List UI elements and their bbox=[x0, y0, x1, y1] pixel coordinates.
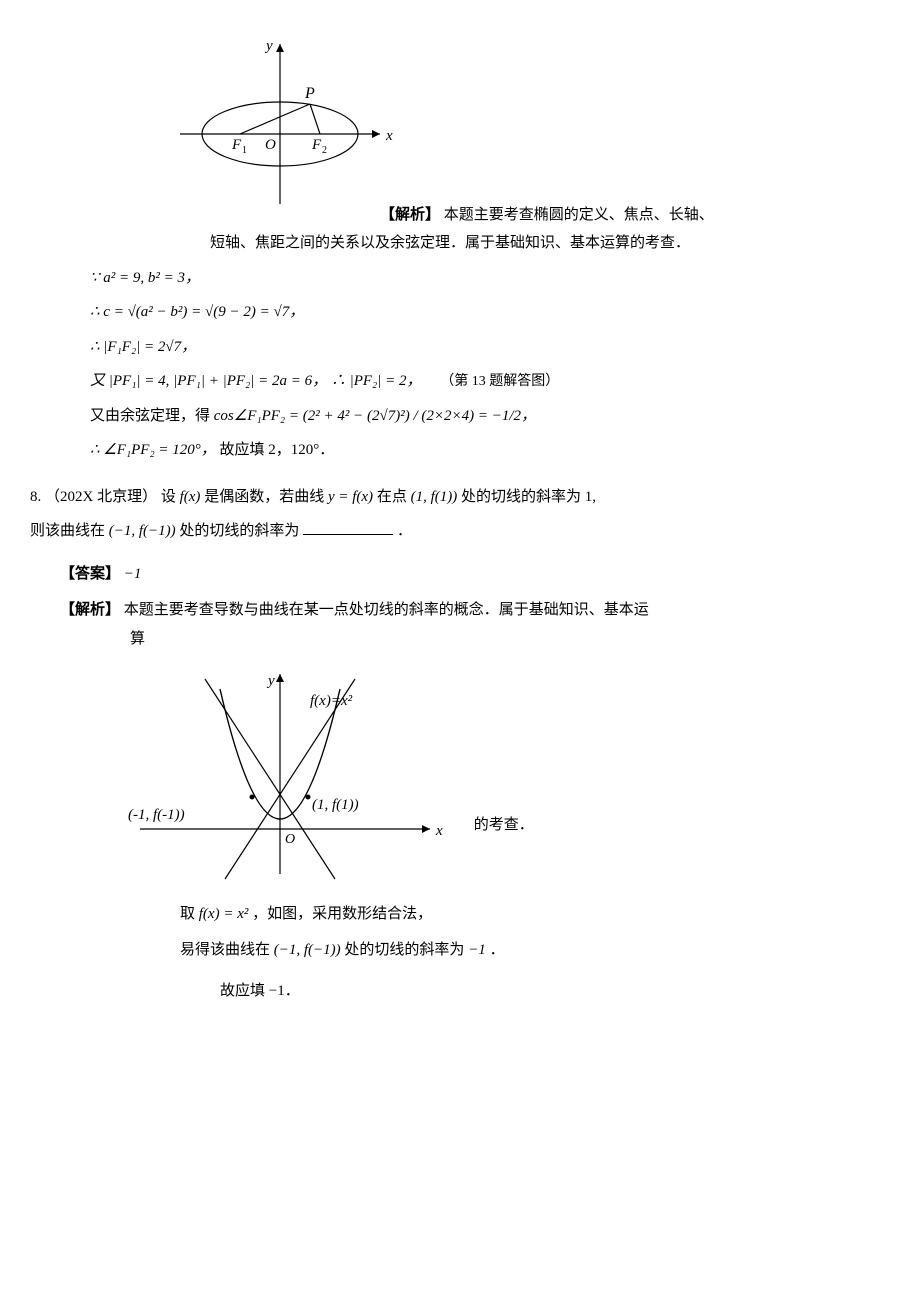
q8-stem-tail: 处的切线的斜率为 1, bbox=[461, 489, 596, 505]
answer-value: −1 bbox=[124, 566, 142, 582]
answer-label: 【答案】 bbox=[60, 566, 120, 582]
q8-step1-post: ，如图，采用数形结合法， bbox=[252, 906, 432, 922]
svg-text:F: F bbox=[231, 137, 242, 153]
q8-line2-pre: 则该曲线在 bbox=[30, 523, 105, 539]
svg-text:y: y bbox=[266, 673, 275, 689]
ellipse-step4a: 又 |PF₁| = 4, |PF₁| + |PF₂| = 2a = 6， bbox=[90, 373, 327, 389]
ellipse-step4b: ∴ |PF₂| = 2， bbox=[331, 373, 422, 389]
q8-step2-end: ． bbox=[490, 942, 505, 958]
q8-pt1: (1, f(1)) bbox=[411, 489, 458, 505]
q8-stem-at: 在点 bbox=[377, 489, 407, 505]
ellipse-intro-1: 本题主要考查椭圆的定义、焦点、长轴、 bbox=[444, 207, 714, 223]
q8-step2: 易得该曲线在 (−1, f(−1)) 处的切线的斜率为 −1 ． bbox=[180, 936, 880, 965]
q8-stem-mid: 是偶函数，若曲线 bbox=[204, 489, 324, 505]
ellipse-step3: ∴ |F₁F₂| = 2√7， bbox=[90, 333, 880, 362]
q8-step2-pre: 易得该曲线在 bbox=[180, 942, 270, 958]
ellipse-step4-note: （第 13 题解答图） bbox=[440, 374, 559, 389]
ellipse-step1: ∵ a² = 9, b² = 3， bbox=[90, 264, 880, 293]
ellipse-step2: ∴ c = √(a² − b²) = √(9 − 2) = √7， bbox=[90, 298, 880, 327]
svg-text:(-1, f(-1)): (-1, f(-1)) bbox=[128, 807, 185, 823]
parabola-figure: y x f(x)=x² (-1, f(-1)) (1, f(1)) O bbox=[110, 659, 470, 889]
svg-text:O: O bbox=[285, 832, 295, 847]
svg-text:F: F bbox=[311, 137, 322, 153]
q8-answer-block: 【答案】 −1 bbox=[60, 560, 880, 589]
q8-blank-suffix: ． bbox=[397, 523, 412, 539]
q8-source: （202X 北京理） bbox=[45, 489, 157, 505]
q8-step1-fx: f(x) = x² bbox=[199, 906, 249, 922]
svg-text:x: x bbox=[385, 128, 393, 144]
q8-blank[interactable] bbox=[303, 518, 393, 536]
ellipse-step6a: ∴ ∠F₁PF₂ = 120°， bbox=[90, 442, 216, 458]
q8-step1: 取 f(x) = x² ，如图，采用数形结合法， bbox=[180, 900, 880, 929]
page-root: P F 1 F 2 O x y 【解析】 本题主要考查椭圆的定义、焦点、长轴、 … bbox=[90, 24, 880, 1005]
ellipse-step6b: 故应填 2，120°． bbox=[220, 442, 335, 458]
q8-block: 8. （202X 北京理） 设 f(x) 是偶函数，若曲线 y = f(x) 在… bbox=[30, 483, 880, 546]
svg-text:x: x bbox=[435, 823, 443, 839]
svg-text:y: y bbox=[264, 38, 273, 54]
svg-text:f(x)=x²: f(x)=x² bbox=[310, 693, 353, 709]
q8-analysis-label: 【解析】 bbox=[60, 602, 120, 618]
ellipse-figure: P F 1 F 2 O x y bbox=[150, 24, 410, 214]
ellipse-figure-block: P F 1 F 2 O x y bbox=[150, 24, 880, 225]
analysis-label: 【解析】 bbox=[380, 207, 440, 223]
q8-step2-pt: (−1, f(−1)) bbox=[274, 942, 341, 958]
ellipse-step5-eq: cos∠F₁PF₂ = (2² + 4² − (2√7)²) / (2×2×4)… bbox=[214, 408, 536, 424]
q8-fx: f(x) bbox=[180, 489, 201, 505]
q8-step3-text: 故应填 −1． bbox=[220, 983, 300, 999]
q8-step2-mid: 处的切线的斜率为 bbox=[344, 942, 464, 958]
q8-number: 8. bbox=[30, 489, 41, 505]
q8-after-figure: 的考查． bbox=[474, 817, 534, 833]
q8-yfx: y = f(x) bbox=[328, 489, 373, 505]
ellipse-step5-pre: 又由余弦定理，得 bbox=[90, 408, 210, 424]
q8-step2-val: −1 bbox=[468, 942, 486, 958]
q8-analysis-block: 【解析】 本题主要考查导数与曲线在某一点处切线的斜率的概念．属于基础知识、基本运… bbox=[60, 596, 880, 653]
q8-analysis-line2: 算 bbox=[130, 631, 145, 647]
ellipse-analysis: 【解析】 本题主要考查椭圆的定义、焦点、长轴、 短轴、焦距之间的关系以及余弦定理… bbox=[90, 201, 880, 465]
q8-line2-tail: 处的切线的斜率为 bbox=[179, 523, 299, 539]
svg-text:P: P bbox=[304, 85, 315, 102]
svg-text:(1, f(1)): (1, f(1)) bbox=[312, 797, 359, 813]
q8-pt2: (−1, f(−1)) bbox=[109, 523, 176, 539]
svg-text:O: O bbox=[265, 137, 276, 153]
q8-step1-pre: 取 bbox=[180, 906, 195, 922]
q8-analysis-line1: 本题主要考查导数与曲线在某一点处切线的斜率的概念．属于基础知识、基本运 bbox=[124, 602, 649, 618]
parabola-figure-block: y x f(x)=x² (-1, f(-1)) (1, f(1)) O 的考查． bbox=[110, 659, 880, 900]
svg-text:2: 2 bbox=[322, 145, 327, 156]
q8-step3: 故应填 −1． bbox=[220, 977, 880, 1006]
q8-stem-pre: 设 bbox=[161, 489, 176, 505]
ellipse-intro-2: 短轴、焦距之间的关系以及余弦定理．属于基础知识、基本运算的考查． bbox=[210, 235, 690, 251]
svg-text:1: 1 bbox=[242, 145, 247, 156]
